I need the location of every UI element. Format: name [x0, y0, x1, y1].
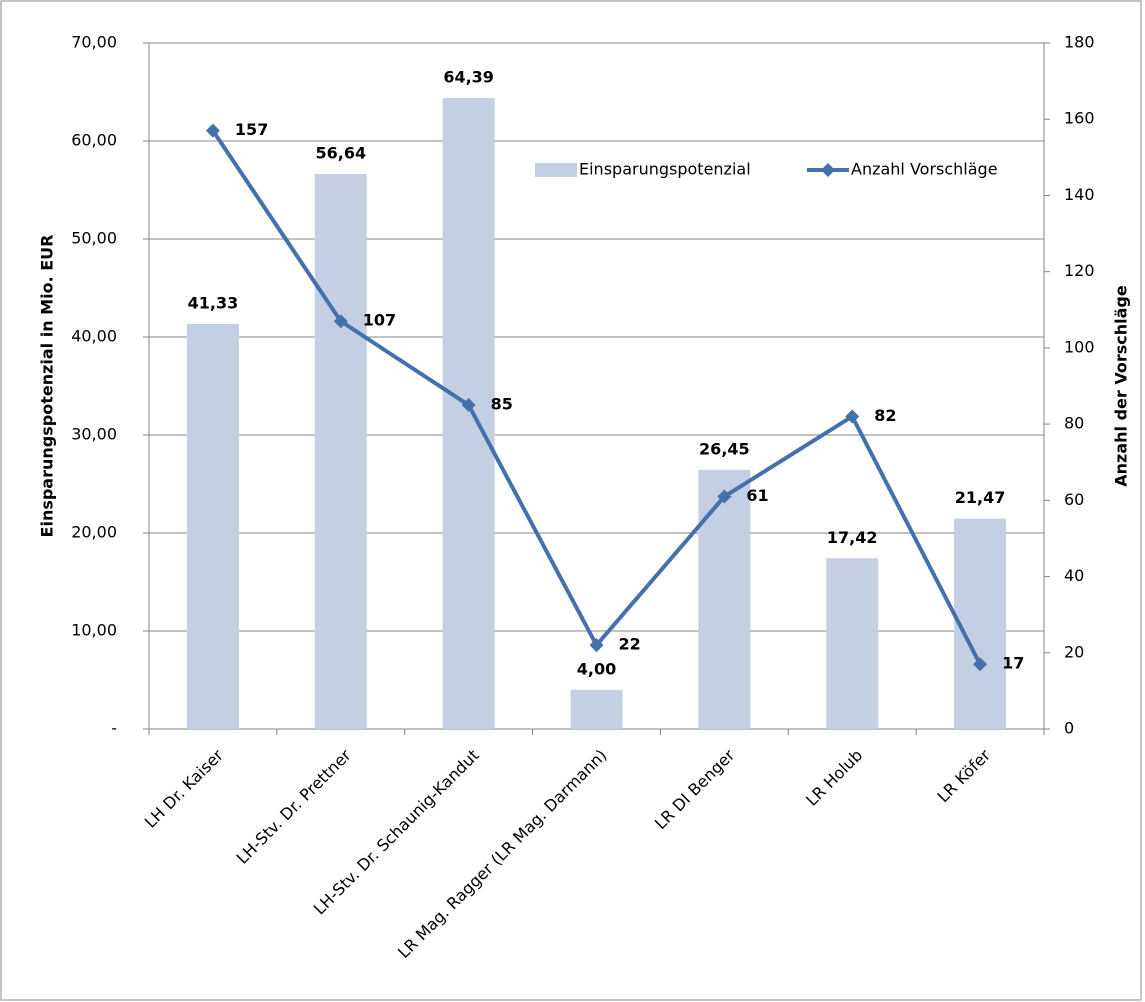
bar-value-label: 21,47	[955, 488, 1006, 507]
bar-value-label: 64,39	[443, 67, 494, 86]
y-tick-label: 40,00	[71, 327, 117, 346]
y2-tick-label: 120	[1064, 261, 1095, 280]
bar	[442, 97, 495, 729]
line-value-label: 17	[1002, 654, 1024, 673]
line-value-label: 82	[874, 406, 896, 425]
y2-axis-title: Anzahl der Vorschläge	[1112, 285, 1131, 487]
y-tick-label: 70,00	[71, 33, 117, 52]
line-marker	[333, 314, 348, 329]
y-tick-label: 30,00	[71, 425, 117, 444]
bar-value-label: 17,42	[827, 528, 878, 547]
bar-value-label: 56,64	[315, 143, 366, 162]
line-value-label: 22	[619, 635, 641, 654]
y-tick-label: 60,00	[71, 131, 117, 150]
bar-value-label: 41,33	[188, 293, 239, 312]
y-tick-label: 20,00	[71, 523, 117, 542]
line-value-label: 85	[491, 395, 513, 414]
y2-tick-label: 20	[1064, 642, 1084, 661]
line-marker	[589, 638, 604, 653]
line-value-label: 61	[746, 486, 768, 505]
y2-tick-label: 40	[1064, 566, 1084, 585]
line-value-label: 107	[363, 311, 396, 330]
legend-label: Anzahl Vorschläge	[851, 160, 998, 179]
bar	[314, 173, 367, 730]
line-marker	[845, 409, 860, 424]
y2-tick-label: 60	[1064, 490, 1084, 509]
y2-tick-label: 160	[1064, 109, 1095, 128]
legend-swatch	[535, 163, 577, 177]
y-tick-label: 10,00	[71, 621, 117, 640]
bar	[570, 689, 623, 729]
y2-tick-label: 0	[1064, 719, 1074, 738]
y-axis-title: Einsparungspotenzial in Mio. EUR	[38, 235, 57, 538]
bar	[698, 469, 751, 729]
line-marker	[205, 123, 220, 138]
y2-tick-label: 100	[1064, 337, 1095, 356]
bar-value-label: 4,00	[577, 659, 616, 678]
bar	[954, 518, 1007, 729]
legend-label: Einsparungspotenzial	[579, 160, 751, 179]
y2-tick-label: 80	[1064, 414, 1084, 433]
y-tick-label: -	[111, 719, 117, 738]
line-marker	[461, 398, 476, 413]
y-tick-label: 50,00	[71, 229, 117, 248]
legend-marker	[821, 163, 835, 177]
bar-value-label: 26,45	[699, 439, 750, 458]
bar	[826, 558, 879, 729]
y2-tick-label: 180	[1064, 33, 1095, 52]
bar	[186, 323, 239, 729]
line-marker	[717, 489, 732, 504]
y2-tick-label: 140	[1064, 185, 1095, 204]
line-value-label: 157	[235, 120, 268, 139]
line-marker	[973, 657, 988, 672]
